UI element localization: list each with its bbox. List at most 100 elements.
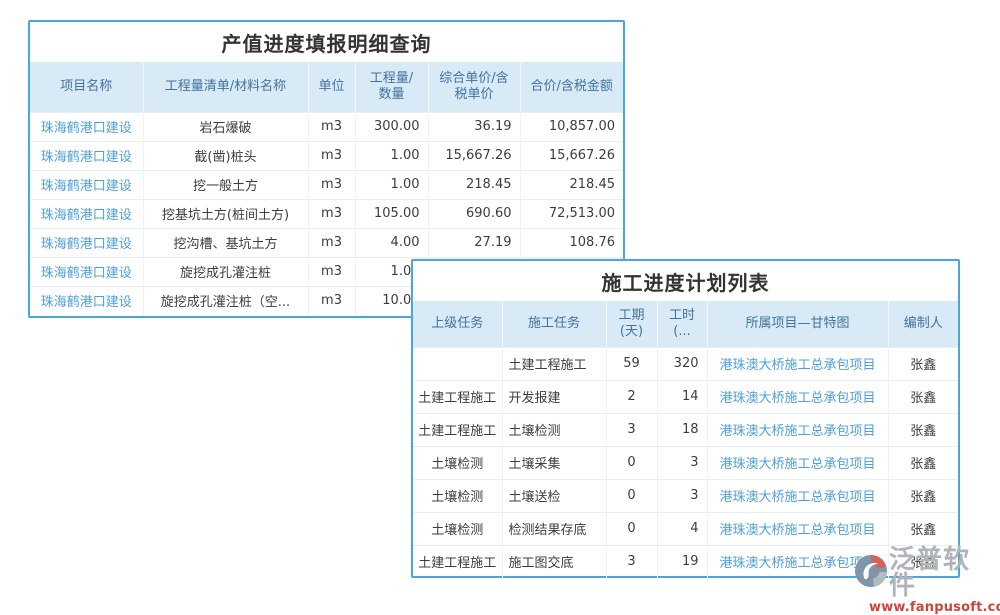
unit-cell: m3 [307,198,355,228]
parent-task-cell [413,346,502,380]
amount-cell: 218.45 [519,169,623,199]
duration-cell: 0 [605,511,657,545]
project-gantt-cell: 港珠澳大桥施工总承包项目 [706,412,888,446]
quantity-cell: 300.00 [354,111,428,141]
unit-price-cell: 27.19 [427,227,520,257]
quantity-cell: 1.00 [354,169,428,199]
project-name-cell: 珠海鹤港口建设 [30,256,143,286]
unit-cell: m3 [307,140,355,170]
column-header-amount: 合价/含税金额 [519,62,623,112]
table-row: 珠海鹤港口建设 截(凿)桩头 m3 1.00 15,667.26 15,667.… [30,140,623,170]
item-name-cell: 挖基坑土方(桩间土方) [142,198,308,228]
fanpu-website-url: www.fanpusoft.com [869,600,1000,615]
column-header-author: 编制人 [887,301,958,347]
construction-task-cell: 土壤采集 [501,445,606,479]
author-cell: 张鑫 [887,544,958,578]
project-gantt-link[interactable]: 港珠澳大桥施工总承包项目 [719,358,876,373]
work-hours-cell: 320 [656,346,707,380]
project-gantt-cell: 港珠澳大桥施工总承包项目 [706,511,888,545]
construction-task-cell: 土壤送检 [501,478,606,512]
project-name-cell: 珠海鹤港口建设 [30,198,143,228]
column-header-project-name: 项目名称 [30,62,143,112]
duration-cell: 3 [605,544,657,578]
table-row: 土建工程施工 开发报建 2 14 港珠澳大桥施工总承包项目 张鑫 [413,379,958,413]
construction-task-cell: 检测结果存底 [501,511,606,545]
table-row: 土建工程施工 土壤检测 3 18 港珠澳大桥施工总承包项目 张鑫 [413,412,958,446]
project-name-cell: 珠海鹤港口建设 [30,169,143,199]
table-row: 珠海鹤港口建设 挖基坑土方(桩间土方) m3 105.00 690.60 72,… [30,198,623,228]
duration-cell: 3 [605,412,657,446]
duration-cell: 2 [605,379,657,413]
project-name-cell: 珠海鹤港口建设 [30,285,143,315]
project-gantt-link[interactable]: 港珠澳大桥施工总承包项目 [719,523,876,538]
item-name-cell: 旋挖成孔灌注桩 [142,256,308,286]
author-cell: 张鑫 [887,511,958,545]
work-hours-cell: 4 [656,511,707,545]
table-row: 珠海鹤港口建设 挖沟槽、基坑土方 m3 4.00 27.19 108.76 [30,227,623,257]
table-row: 土壤检测 土壤采集 0 3 港珠澳大桥施工总承包项目 张鑫 [413,445,958,479]
table-row: 土建工程施工 施工图交底 3 19 港珠澳大桥施工总承包项目 张鑫 [413,544,958,578]
author-cell: 张鑫 [887,379,958,413]
column-header-work-hours: 工时 (... [656,301,707,347]
fanpu-watermark: 泛普软件 www.fanpusoft.com [854,545,1000,615]
fanpu-logo-icon [854,554,888,592]
duration-cell: 59 [605,346,657,380]
work-hours-cell: 14 [656,379,707,413]
column-header-unit: 单位 [307,62,355,112]
item-name-cell: 旋挖成孔灌注桩（空... [142,285,308,315]
item-name-cell: 挖一般土方 [142,169,308,199]
column-header-unit-price: 综合单价/含 税单价 [427,62,520,112]
amount-cell: 72,513.00 [519,198,623,228]
project-name-cell: 珠海鹤港口建设 [30,227,143,257]
table-row: 土建工程施工 59 320 港珠澳大桥施工总承包项目 张鑫 [413,346,958,380]
unit-cell: m3 [307,256,355,286]
column-header-duration-days: 工期 (天) [605,301,657,347]
panel-title-output-progress: 产值进度填报明细查询 [221,31,432,56]
header-row: 上级任务 施工任务 工期 (天) 工时 (... 所属项目—甘特图 编制人 [413,301,958,347]
duration-cell: 0 [605,478,657,512]
quantity-cell: 105.00 [354,198,428,228]
construction-schedule-panel: 施工进度计划列表 上级任务 施工任务 工期 (天) 工时 (... 所属项目—甘特图… [411,259,960,578]
item-name-cell: 截(凿)桩头 [142,140,308,170]
quantity-cell: 4.00 [354,227,428,257]
output-progress-detail-table: 项目名称 工程量清单/材料名称 单位 工程量/数量 综合单价/含 税单价 合价/含… [30,62,623,315]
parent-task-cell: 土建工程施工 [413,412,502,446]
fanpu-logo-text: 泛普软件 [889,545,971,601]
column-header-parent-task: 上级任务 [413,301,502,347]
item-name-cell: 挖沟槽、基坑土方 [142,227,308,257]
amount-cell: 15,667.26 [519,140,623,170]
parent-task-cell: 土壤检测 [413,445,502,479]
work-hours-cell: 3 [656,445,707,479]
parent-task-cell: 土壤检测 [413,478,502,512]
project-name-link[interactable]: 珠海鹤港口建设 [40,150,132,165]
work-hours-cell: 3 [656,478,707,512]
construction-task-cell: 土建工程施工 [501,346,606,380]
project-gantt-cell: 港珠澳大桥施工总承包项目 [706,445,888,479]
unit-cell: m3 [307,285,355,315]
project-name-link[interactable]: 珠海鹤港口建设 [40,266,132,281]
unit-price-cell: 218.45 [427,169,520,199]
column-header-project-gantt: 所属项目—甘特图 [706,301,888,347]
table-row: 珠海鹤港口建设 岩石爆破 m3 300.00 36.19 10,857.00 [30,111,623,141]
project-gantt-link[interactable]: 港珠澳大桥施工总承包项目 [719,556,876,572]
project-name-link[interactable]: 珠海鹤港口建设 [40,179,132,194]
project-name-link[interactable]: 珠海鹤港口建设 [40,295,132,311]
parent-task-cell: 土壤检测 [413,511,502,545]
project-name-link[interactable]: 珠海鹤港口建设 [40,208,132,223]
author-cell: 张鑫 [887,346,958,380]
project-gantt-link[interactable]: 港珠澳大桥施工总承包项目 [719,490,876,505]
unit-cell: m3 [307,227,355,257]
author-cell: 张鑫 [887,445,958,479]
project-name-link[interactable]: 珠海鹤港口建设 [40,237,132,252]
duration-cell: 0 [605,445,657,479]
panel-title-construction-schedule: 施工进度计划列表 [601,270,770,295]
parent-task-cell: 土建工程施工 [413,379,502,413]
project-gantt-link[interactable]: 港珠澳大桥施工总承包项目 [719,391,876,406]
project-name-link[interactable]: 珠海鹤港口建设 [40,121,132,136]
project-gantt-link[interactable]: 港珠澳大桥施工总承包项目 [719,457,876,472]
item-name-cell: 岩石爆破 [142,111,308,141]
amount-cell: 10,857.00 [519,111,623,141]
work-hours-cell: 18 [656,412,707,446]
unit-cell: m3 [307,111,355,141]
project-gantt-link[interactable]: 港珠澳大桥施工总承包项目 [719,424,876,439]
